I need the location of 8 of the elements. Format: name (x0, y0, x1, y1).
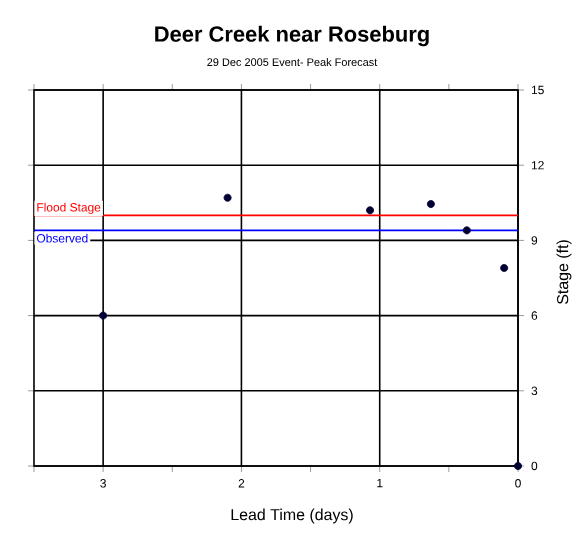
point (514, 462, 522, 470)
point (99, 311, 108, 320)
chart-title: Deer Creek near Roseburg (155, 25, 429, 47)
point (223, 193, 232, 202)
point (462, 226, 471, 235)
point (366, 206, 375, 215)
point (426, 200, 435, 209)
point (500, 263, 509, 272)
